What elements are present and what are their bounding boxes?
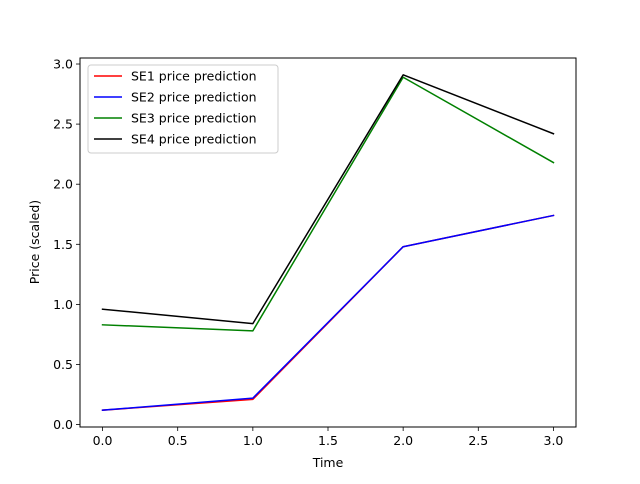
x-tick-label: 3.0 bbox=[544, 433, 564, 448]
series-line-3 bbox=[101, 76, 555, 332]
series-line-2 bbox=[101, 214, 555, 411]
y-tick-label: 0.5 bbox=[53, 357, 73, 372]
x-tick-label: 1.0 bbox=[243, 433, 263, 448]
y-axis-ticks: 0.0 0.5 1.0 1.5 2.0 2.5 3.0 bbox=[53, 57, 80, 432]
legend-label-4: SE4 price prediction bbox=[131, 132, 257, 147]
x-tick-label: 0.0 bbox=[93, 433, 113, 448]
x-axis-label: Time bbox=[312, 455, 344, 470]
y-tick-label: 2.0 bbox=[53, 177, 73, 192]
x-tick-label: 2.0 bbox=[393, 433, 413, 448]
y-axis-label: Price (scaled) bbox=[27, 200, 42, 284]
legend-label-1: SE1 price prediction bbox=[131, 69, 257, 84]
x-tick-label: 0.5 bbox=[168, 433, 188, 448]
y-tick-label: 1.5 bbox=[53, 237, 73, 252]
y-tick-label: 2.5 bbox=[53, 117, 73, 132]
x-tick-label: 2.5 bbox=[468, 433, 488, 448]
x-tick-label: 1.5 bbox=[318, 433, 338, 448]
legend-label-2: SE2 price prediction bbox=[131, 90, 257, 105]
plot-frame bbox=[79, 57, 577, 428]
legend-box bbox=[87, 64, 279, 154]
y-tick-label: 3.0 bbox=[53, 57, 73, 72]
legend-label-3: SE3 price prediction bbox=[131, 111, 257, 126]
series-line-4 bbox=[101, 74, 555, 325]
y-tick-label: 1.0 bbox=[53, 297, 73, 312]
x-axis-ticks: 0.0 0.5 1.0 1.5 2.0 2.5 3.0 bbox=[93, 427, 564, 448]
y-tick-label: 0.0 bbox=[53, 417, 73, 432]
series-layer bbox=[101, 74, 555, 411]
legend: SE1 price prediction SE2 price prediction… bbox=[87, 64, 279, 154]
